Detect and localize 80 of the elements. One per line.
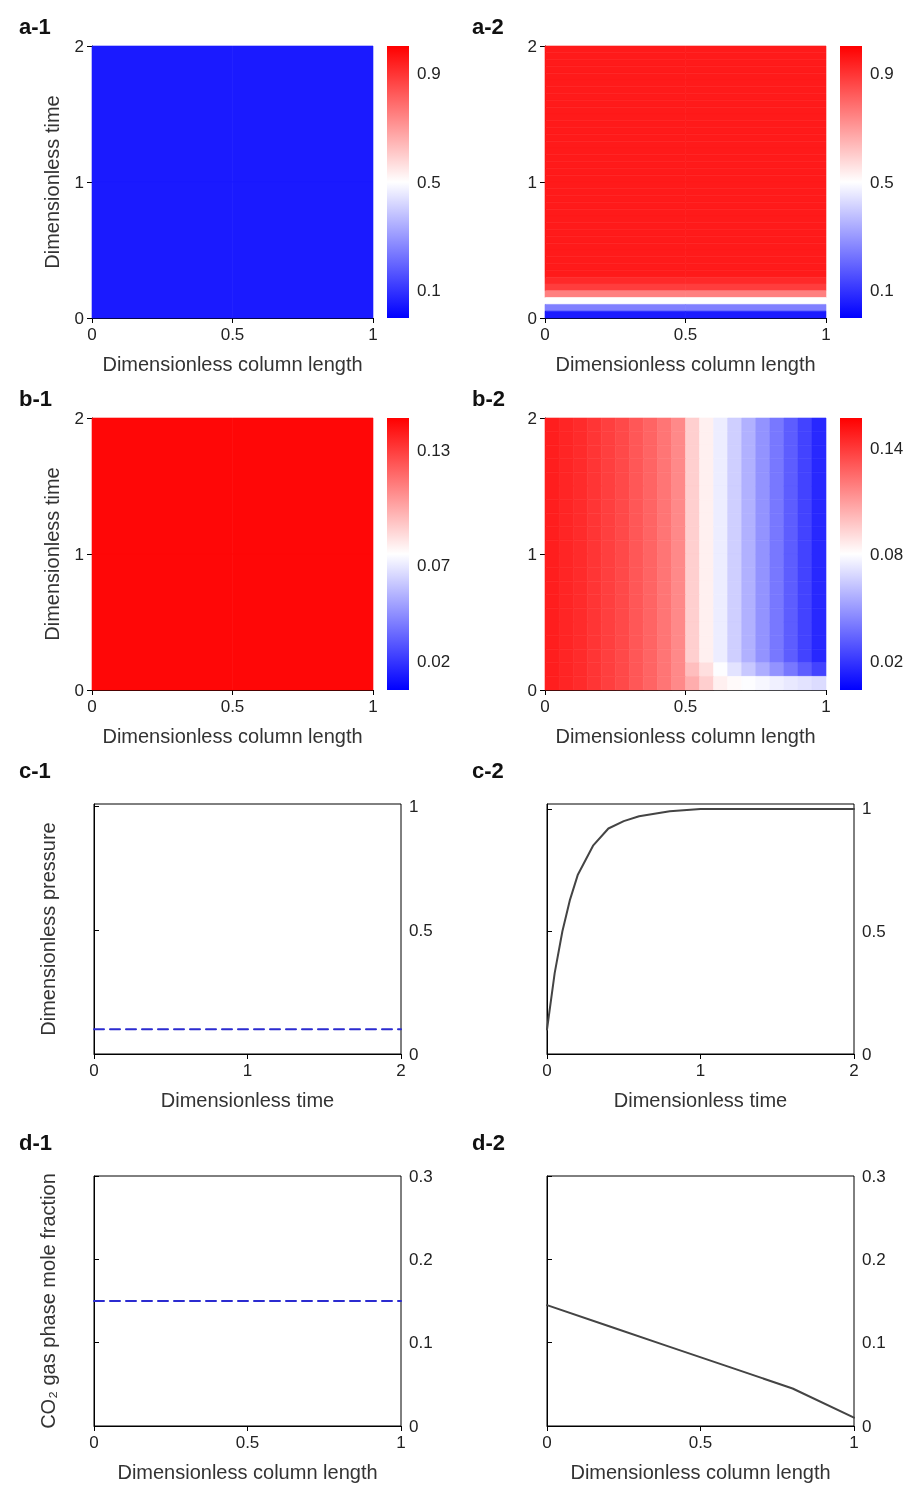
- color-bar-label: 0.9: [870, 63, 894, 83]
- y-axis-title: Dimensionless time: [41, 467, 63, 641]
- y-tick-label: 2: [74, 36, 84, 56]
- x-tick-label: 0: [540, 325, 550, 344]
- x-axis-title: Dimensionless column length: [102, 353, 363, 375]
- y-tick-label: 0.2: [409, 1249, 433, 1269]
- x-axis-title: Dimensionless column length: [117, 1461, 378, 1483]
- x-tick-label: 0: [87, 325, 97, 344]
- line-series: [546, 1304, 855, 1419]
- chart-title: a-1: [19, 13, 51, 39]
- x-axis-title: Dimensionless column length: [555, 353, 816, 375]
- y-tick-label: 0.1: [862, 1333, 886, 1353]
- y-axis-title: Dimensionless pressure: [37, 822, 59, 1036]
- x-tick-label: 2: [396, 1061, 406, 1080]
- y-tick-label: 0.3: [409, 1166, 433, 1186]
- x-tick-label: 0.5: [688, 1433, 713, 1452]
- chart-title: b-2: [472, 385, 505, 411]
- x-tick-label: 0: [89, 1433, 99, 1452]
- x-tick-label: 1: [849, 1433, 859, 1452]
- x-tick-label: 0.5: [673, 697, 698, 716]
- y-tick-label: 1: [74, 172, 84, 192]
- y-tick-label: 0: [74, 308, 84, 328]
- x-tick-label: 0.5: [220, 325, 245, 344]
- chart-title: b-1: [19, 385, 52, 411]
- y-tick-label: 0.3: [862, 1166, 886, 1186]
- y-axis-title: Dimensionless time: [41, 95, 63, 269]
- y-tick-label: 0: [74, 680, 84, 700]
- chart-title: c-2: [472, 757, 504, 783]
- line-series: [546, 807, 855, 1031]
- color-bar-label: 0.02: [870, 652, 904, 672]
- y-tick-label: 0.1: [409, 1333, 433, 1353]
- x-axis-title: Dimensionless column length: [102, 725, 363, 747]
- x-tick-label: 1: [821, 697, 831, 716]
- y-tick-label: 1: [74, 544, 84, 564]
- x-tick-label: 1: [695, 1061, 706, 1080]
- x-tick-label: 1: [821, 325, 831, 344]
- x-tick-label: 0.5: [673, 325, 698, 344]
- color-bar-label: 0.08: [870, 545, 904, 565]
- chart-title: c-1: [19, 757, 51, 783]
- color-bar-label: 0.07: [417, 555, 451, 575]
- y-tick-label: 0: [862, 1044, 872, 1064]
- color-bar-label: 0.02: [417, 651, 451, 671]
- x-tick-label: 0: [87, 697, 97, 716]
- x-tick-label: 1: [368, 325, 378, 344]
- x-axis-title: Dimensionless column length: [570, 1461, 831, 1483]
- y-tick-label: 1: [527, 172, 537, 192]
- y-tick-label: 0.5: [409, 920, 433, 940]
- color-bar-label: 0.14: [870, 438, 904, 458]
- y-tick-label: 1: [527, 544, 537, 564]
- color-bar-label: 0.13: [417, 441, 451, 461]
- y-tick-label: 0: [409, 1416, 419, 1436]
- x-tick-label: 1: [242, 1061, 253, 1080]
- x-axis-title: Dimensionless time: [160, 1089, 335, 1111]
- x-tick-label: 0: [542, 1061, 552, 1080]
- y-tick-label: 0.2: [862, 1249, 886, 1269]
- chart-title: d-2: [472, 1129, 505, 1155]
- x-tick-label: 0.5: [220, 697, 245, 716]
- x-tick-label: 0: [542, 1433, 552, 1452]
- y-tick-label: 0: [527, 308, 537, 328]
- y-tick-label: 0: [409, 1044, 419, 1064]
- y-tick-label: 2: [527, 36, 537, 56]
- x-axis-title: Dimensionless time: [613, 1089, 788, 1111]
- x-tick-label: 1: [396, 1433, 406, 1452]
- chart-title: d-1: [19, 1129, 52, 1155]
- y-axis-title: CO₂ gas phase mole fraction: [37, 1173, 59, 1429]
- x-tick-label: 0: [540, 697, 550, 716]
- color-bar-label: 0.9: [417, 63, 441, 83]
- y-tick-label: 0: [527, 680, 537, 700]
- y-tick-label: 1: [409, 796, 419, 816]
- chart-title: a-2: [472, 13, 504, 39]
- y-tick-label: 2: [74, 408, 84, 428]
- y-tick-label: 2: [527, 408, 537, 428]
- x-tick-label: 0.5: [235, 1433, 260, 1452]
- x-tick-label: 1: [368, 697, 378, 716]
- x-tick-label: 0: [89, 1061, 99, 1080]
- y-tick-label: 0.5: [862, 921, 886, 941]
- y-tick-label: 1: [862, 799, 872, 819]
- y-tick-label: 0: [862, 1416, 872, 1436]
- x-axis-title: Dimensionless column length: [555, 725, 816, 747]
- x-tick-label: 2: [849, 1061, 859, 1080]
